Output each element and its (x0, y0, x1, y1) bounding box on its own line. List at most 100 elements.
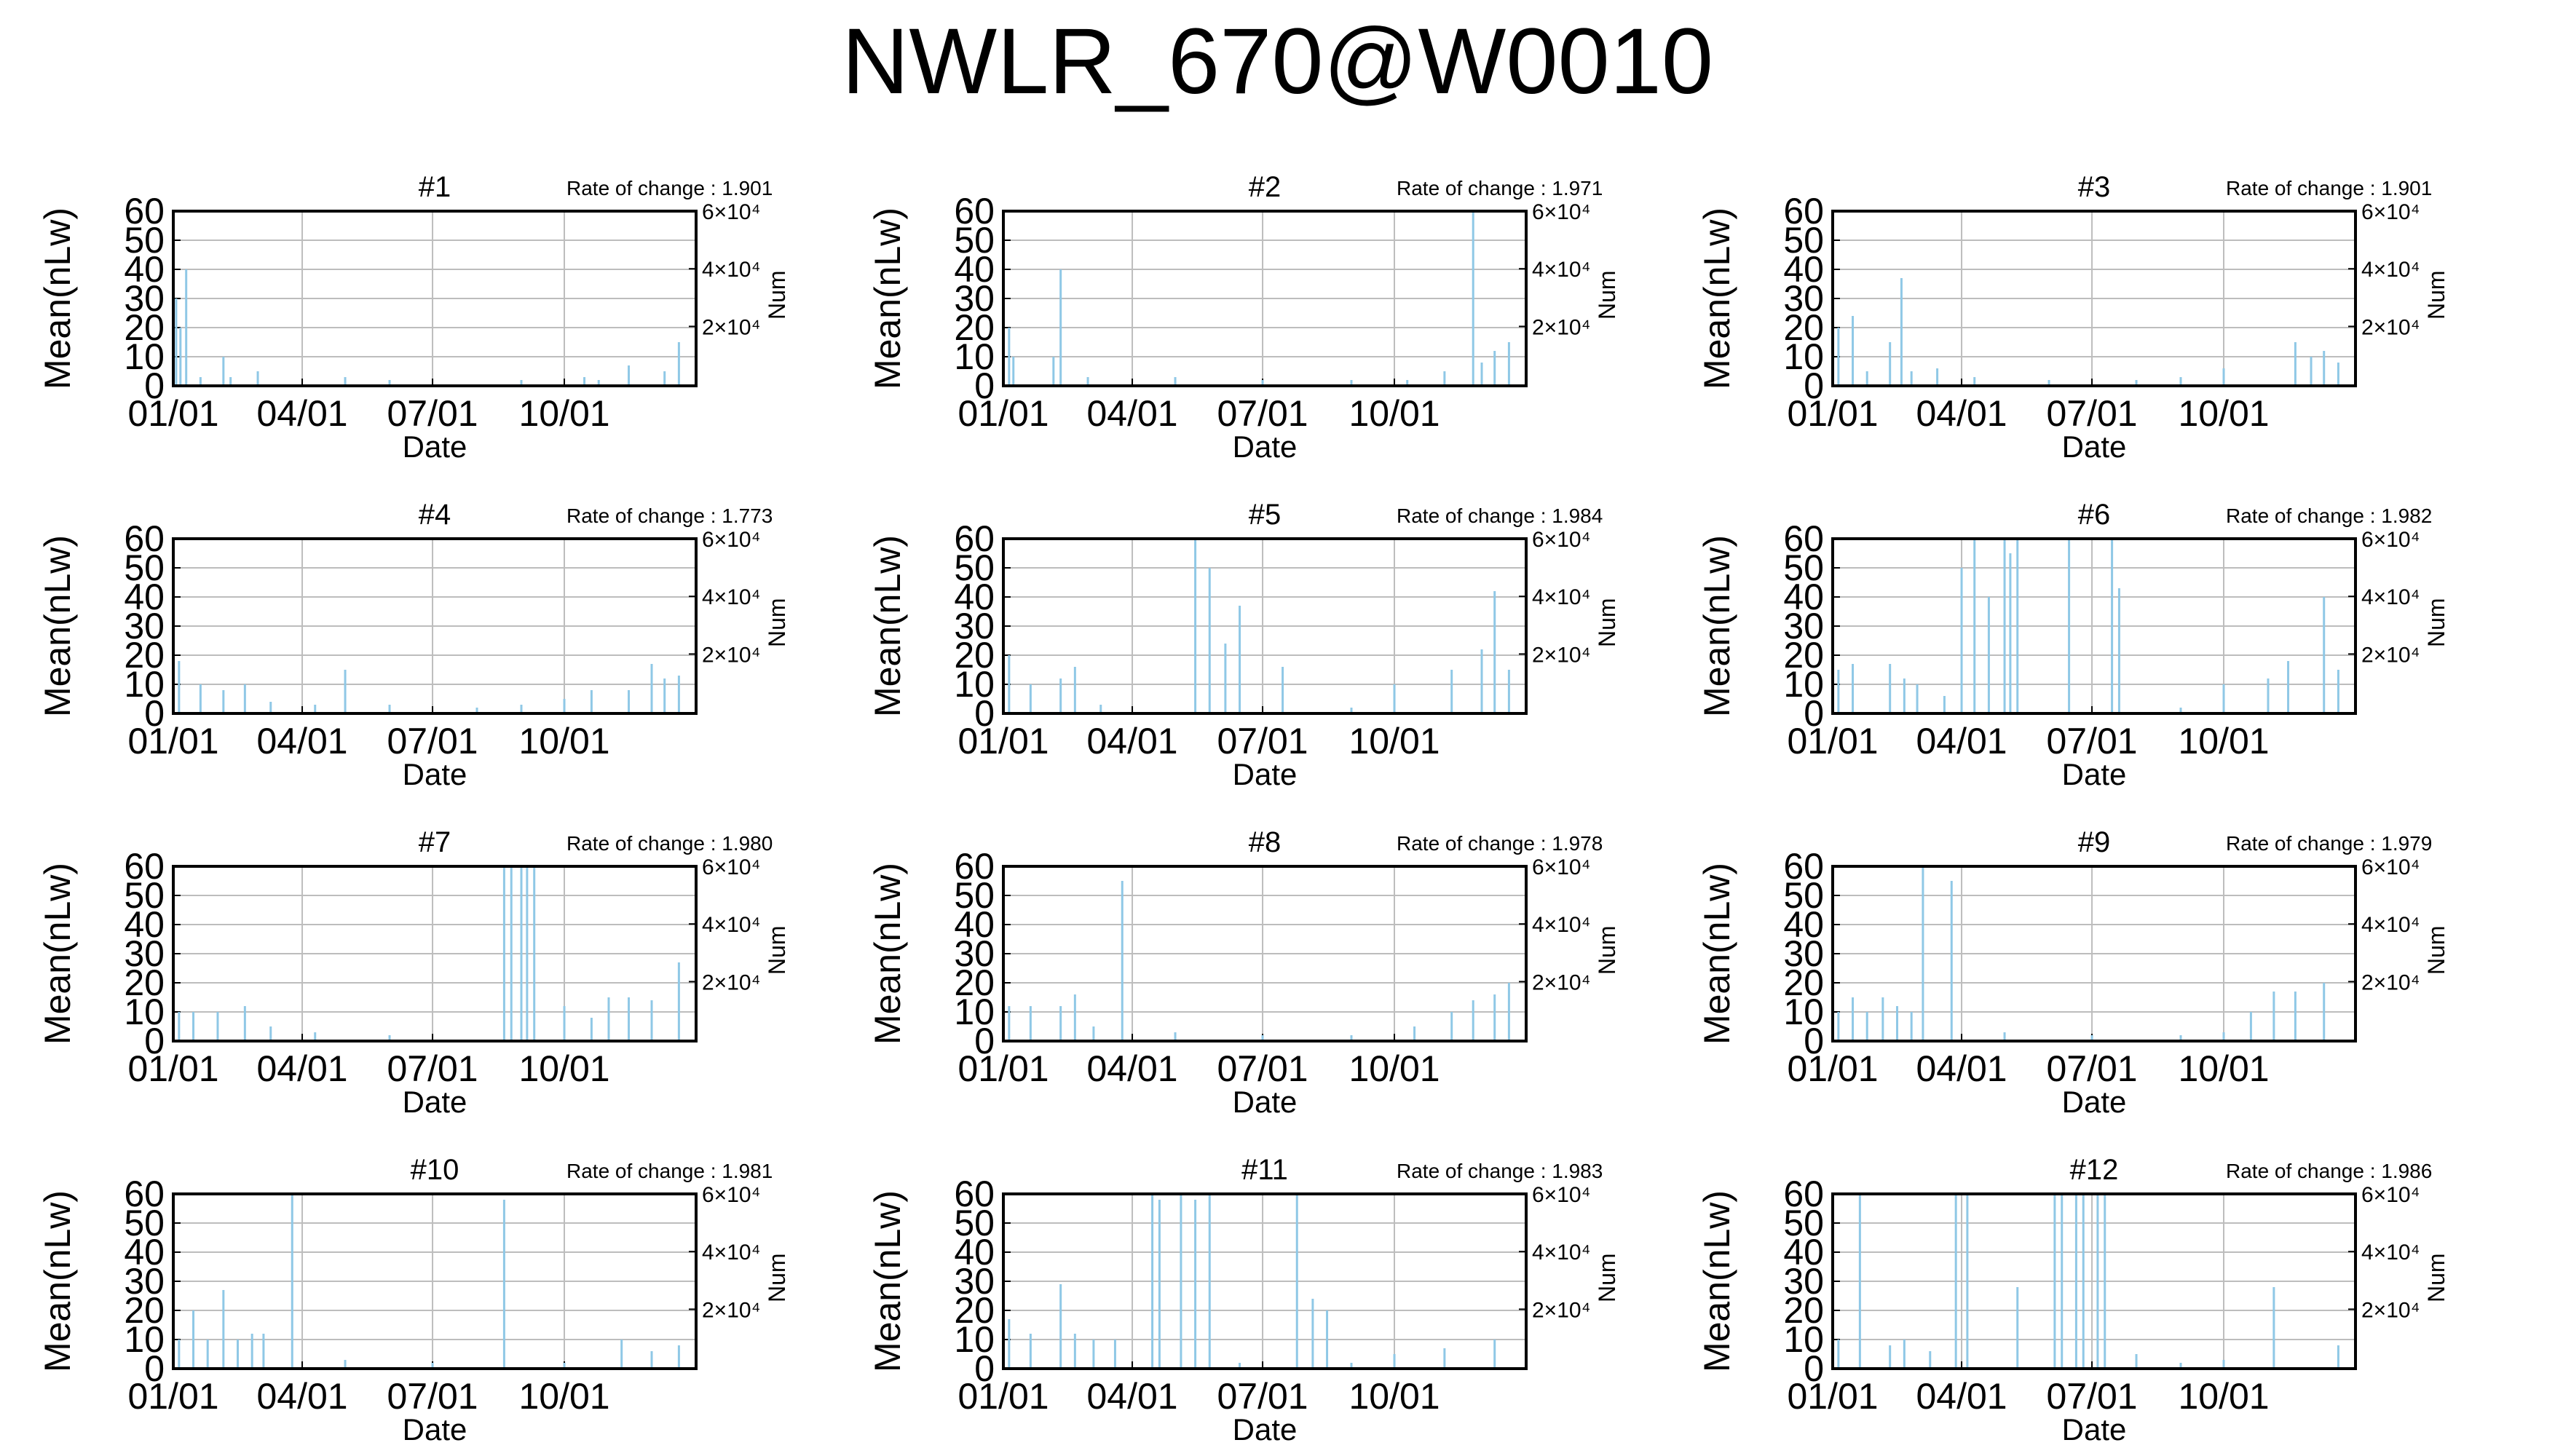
y2-tick-label: 2×10⁴ (702, 643, 760, 667)
y2-tick-label: 6×10⁴ (2361, 528, 2420, 552)
subplot-title: #5 (1249, 499, 1282, 531)
y2-tick-label: 2×10⁴ (1532, 970, 1590, 994)
x-axis-label: Date (403, 1412, 467, 1447)
y-axis-label: Mean(nLw) (867, 863, 908, 1045)
x-tick-label: 10/01 (1348, 393, 1440, 434)
x-tick-label: 01/01 (127, 1048, 218, 1089)
x-tick-label: 10/01 (2178, 1048, 2269, 1089)
plot-frame (1002, 210, 1528, 387)
y2-tick-label: 2×10⁴ (2361, 1298, 2420, 1322)
y-tick-label: 0 (144, 1348, 165, 1389)
y-tick-label: 20 (1783, 635, 1824, 676)
y-tick-label: 20 (954, 635, 995, 676)
y-tick-label: 60 (124, 1174, 165, 1214)
x-tick-label: 01/01 (1787, 1048, 1878, 1089)
x-axis-label: Date (1233, 1085, 1298, 1119)
y2-axis-label: Num (1594, 925, 1620, 975)
y-tick-label: 0 (974, 1348, 995, 1389)
y2-tick-label: 4×10⁴ (1532, 913, 1590, 937)
plot-frame (1831, 210, 2357, 387)
x-axis-label: Date (403, 1085, 467, 1119)
subplot-title: #11 (1241, 1154, 1288, 1186)
y2-tick-label: 4×10⁴ (702, 258, 760, 282)
x-tick-label: 07/01 (1217, 721, 1308, 761)
y-tick-label: 10 (1783, 992, 1824, 1032)
x-tick-label: 10/01 (1348, 721, 1440, 761)
rate-of-change: Rate of change : 1.981 (566, 1160, 773, 1182)
x-axis-label: Date (2062, 430, 2127, 464)
rate-of-change: Rate of change : 1.901 (2226, 177, 2432, 199)
y-axis-label: Mean(nLw) (867, 207, 908, 389)
y-tick-label: 10 (124, 1319, 165, 1360)
y2-tick-label: 2×10⁴ (2361, 315, 2420, 339)
y-tick-label: 10 (954, 664, 995, 705)
y-tick-label: 60 (124, 846, 165, 887)
y2-tick-label: 4×10⁴ (702, 1241, 760, 1265)
x-axis-label: Date (1233, 1412, 1298, 1447)
y-tick-label: 50 (954, 1203, 995, 1243)
rate-of-change: Rate of change : 1.986 (2226, 1160, 2432, 1182)
x-axis-label: Date (1233, 430, 1298, 464)
y-tick-label: 60 (1783, 1174, 1824, 1214)
y-tick-label: 30 (124, 1261, 165, 1302)
y-tick-label: 50 (124, 547, 165, 588)
y-tick-label: 20 (124, 307, 165, 348)
y-tick-label: 10 (1783, 336, 1824, 377)
y-tick-label: 0 (144, 693, 165, 734)
y2-tick-label: 2×10⁴ (2361, 970, 2420, 994)
y-tick-label: 50 (124, 1203, 165, 1243)
y2-tick-label: 2×10⁴ (1532, 643, 1590, 667)
rate-of-change: Rate of change : 1.901 (566, 177, 773, 199)
y-tick-label: 20 (124, 962, 165, 1003)
y-tick-label: 60 (954, 1174, 995, 1214)
y-tick-label: 0 (974, 1021, 995, 1061)
y-tick-label: 20 (1783, 1290, 1824, 1331)
y-tick-label: 0 (1804, 365, 1824, 406)
plot-frame (1002, 537, 1528, 715)
x-tick-label: 07/01 (387, 1376, 478, 1417)
plot-frame (1002, 1192, 1528, 1370)
x-tick-label: 04/01 (256, 1376, 347, 1417)
y2-axis-label: Num (2423, 925, 2449, 975)
y-tick-label: 0 (144, 1021, 165, 1061)
x-tick-label: 01/01 (1787, 721, 1878, 761)
y-tick-label: 60 (1783, 846, 1824, 887)
y2-tick-label: 6×10⁴ (1532, 528, 1590, 552)
subplot-title: #9 (2078, 826, 2111, 858)
y-tick-label: 10 (124, 992, 165, 1032)
x-tick-label: 01/01 (957, 1048, 1049, 1089)
y2-tick-label: 2×10⁴ (1532, 1298, 1590, 1322)
x-tick-label: 04/01 (256, 393, 347, 434)
rate-of-change: Rate of change : 1.984 (1397, 505, 1603, 527)
y-tick-label: 60 (124, 518, 165, 559)
y-tick-label: 40 (954, 1232, 995, 1273)
y-tick-label: 50 (1783, 220, 1824, 261)
x-tick-label: 07/01 (1217, 1048, 1308, 1089)
y-tick-label: 10 (954, 1319, 995, 1360)
y2-tick-label: 6×10⁴ (2361, 1183, 2420, 1207)
y2-axis-label: Num (2423, 1253, 2449, 1302)
x-tick-label: 01/01 (957, 721, 1049, 761)
y2-axis-label: Num (1594, 270, 1620, 320)
y2-tick-label: 4×10⁴ (702, 913, 760, 937)
y2-axis-label: Num (764, 925, 790, 975)
y-tick-label: 30 (124, 606, 165, 646)
x-tick-label: 07/01 (387, 721, 478, 761)
y-tick-label: 60 (124, 191, 165, 232)
y-axis-label: Mean(nLw) (37, 863, 78, 1045)
y-tick-label: 20 (954, 307, 995, 348)
rate-of-change: Rate of change : 1.978 (1397, 832, 1603, 855)
y-tick-label: 30 (1783, 606, 1824, 646)
rate-of-change: Rate of change : 1.983 (1397, 1160, 1603, 1182)
y2-tick-label: 4×10⁴ (1532, 258, 1590, 282)
y-tick-label: 20 (1783, 962, 1824, 1003)
plot-frame (1831, 1192, 2357, 1370)
